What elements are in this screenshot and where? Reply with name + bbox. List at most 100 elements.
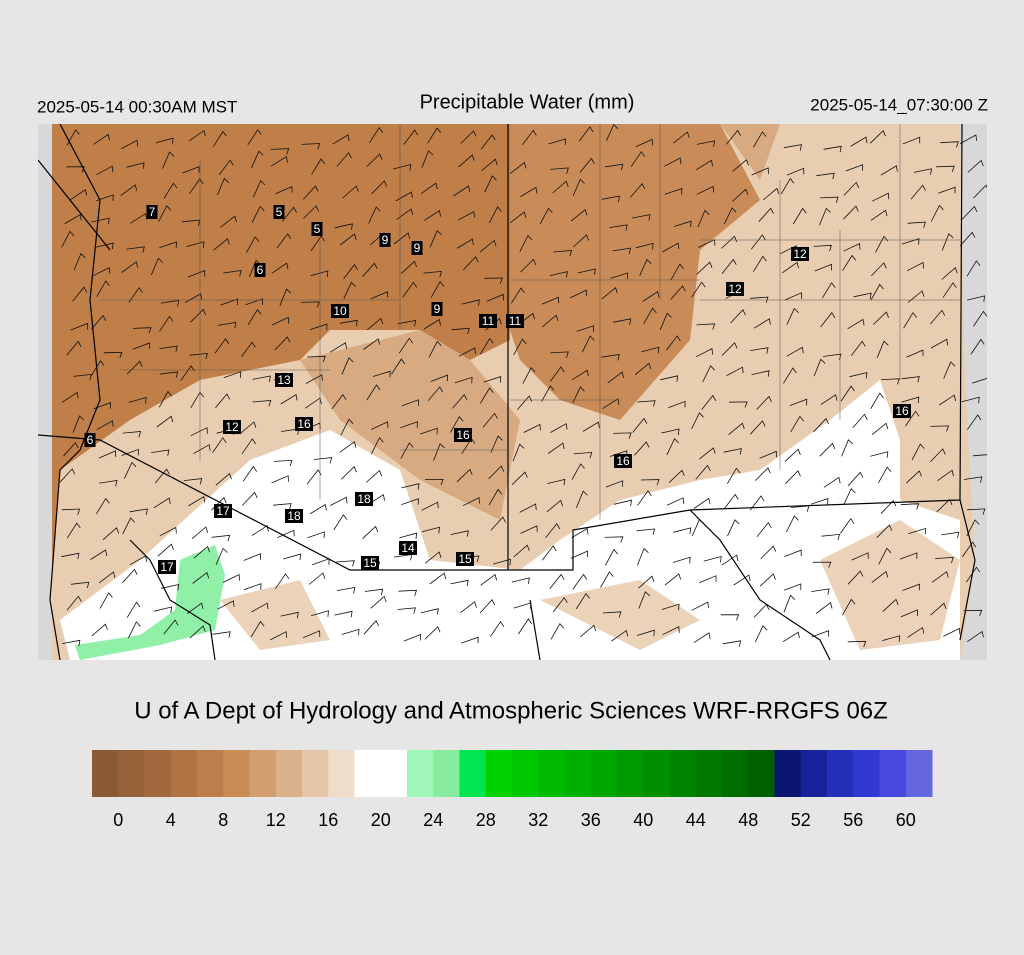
wind-barb	[158, 390, 173, 408]
wind-barb	[673, 527, 692, 534]
wind-barb	[840, 385, 855, 402]
wind-barb	[637, 490, 652, 506]
colorbar-swatch	[512, 750, 539, 797]
wind-barb	[427, 386, 444, 401]
wind-barb	[63, 441, 79, 457]
wind-barb	[362, 262, 378, 277]
wind-barb	[814, 263, 832, 272]
wind-barb	[186, 602, 204, 615]
wind-barb	[961, 205, 978, 220]
wind-barb	[732, 188, 749, 202]
wind-barbs	[59, 124, 987, 648]
colorbar-swatch	[354, 750, 382, 797]
wind-barb	[729, 401, 748, 408]
wind-barb	[96, 420, 114, 431]
wind-barb	[66, 522, 81, 539]
wind-barb	[160, 299, 180, 307]
wind-barb	[342, 185, 359, 199]
station-box	[361, 556, 379, 570]
wind-barb	[159, 241, 177, 249]
station-value: 15	[458, 552, 472, 566]
wind-barb	[513, 338, 527, 356]
wind-barb	[900, 503, 920, 510]
wind-barb	[642, 291, 660, 302]
station-box	[399, 541, 417, 555]
wind-barb	[428, 340, 442, 358]
wind-barb	[750, 347, 769, 354]
wind-barb	[372, 370, 391, 378]
wind-barb	[211, 534, 231, 542]
wind-barb	[93, 402, 112, 410]
wind-barb	[159, 526, 177, 537]
wind-barb	[666, 497, 684, 506]
wind-barb	[882, 598, 899, 612]
colorbar-tick-label: 16	[318, 810, 338, 830]
wind-barb	[553, 250, 573, 257]
wind-barb	[102, 527, 120, 541]
colorbar-tick-label: 56	[843, 810, 863, 830]
wind-barb	[756, 395, 772, 410]
wind-barb	[699, 447, 716, 460]
station-box	[454, 428, 472, 442]
station-value: 9	[414, 241, 421, 255]
wind-barb	[607, 371, 625, 384]
wind-barb	[251, 205, 265, 223]
wind-barb	[509, 161, 527, 174]
wind-barb	[696, 261, 713, 275]
wind-barb	[723, 207, 737, 225]
border	[129, 539, 541, 660]
wind-barb	[511, 577, 530, 584]
dry-region	[510, 124, 760, 420]
colorbar-swatch	[564, 750, 592, 797]
wind-barb	[450, 415, 464, 433]
wind-barb	[368, 206, 381, 224]
wind-barb	[96, 165, 114, 176]
wind-barb	[370, 291, 389, 300]
wind-barb	[190, 427, 208, 437]
wind-barb	[701, 394, 717, 410]
wind-barb	[397, 607, 416, 614]
wind-barb	[552, 596, 568, 613]
wind-barb	[666, 437, 679, 456]
wind-barb	[280, 611, 299, 619]
wind-barb	[783, 144, 803, 151]
wind-barb	[637, 400, 656, 407]
wind-barb	[907, 221, 926, 228]
wind-barb	[251, 150, 264, 168]
wind-barb	[579, 624, 597, 638]
wind-barb	[252, 375, 271, 382]
wind-barb	[602, 611, 622, 618]
wind-barb	[639, 258, 652, 277]
wind-barb	[424, 626, 441, 640]
colorbar-swatch	[144, 750, 172, 797]
station-value: 9	[434, 302, 441, 316]
wind-barb	[420, 182, 438, 194]
wind-barb	[303, 185, 319, 200]
wind-barb	[520, 258, 537, 273]
wind-barb	[153, 497, 171, 509]
colorbar-tick-label: 12	[266, 810, 286, 830]
wind-barb	[930, 425, 950, 432]
wind-barb	[182, 166, 200, 174]
colorbar: 0 4 8 12 16 20 24 28 32 36 40 44 48 52 56 60	[92, 750, 933, 830]
wind-barb	[601, 354, 620, 361]
wind-barb	[697, 209, 710, 228]
wind-barb	[870, 130, 886, 144]
wind-barb	[399, 532, 418, 540]
wind-barb	[520, 186, 538, 197]
wind-barb	[341, 628, 360, 636]
wind-barb	[421, 501, 439, 511]
wind-barb	[120, 139, 139, 150]
wind-barb	[668, 469, 685, 483]
wind-barb	[245, 298, 264, 306]
wind-barb	[512, 443, 525, 462]
wind-barb	[98, 450, 117, 459]
station-box	[355, 492, 373, 506]
wind-barb	[523, 423, 541, 433]
wind-barb	[941, 267, 958, 280]
wind-barb	[878, 466, 892, 484]
wind-barb	[103, 351, 123, 359]
station-box	[791, 247, 809, 261]
wind-barb	[193, 444, 211, 454]
wind-barb	[911, 443, 925, 461]
